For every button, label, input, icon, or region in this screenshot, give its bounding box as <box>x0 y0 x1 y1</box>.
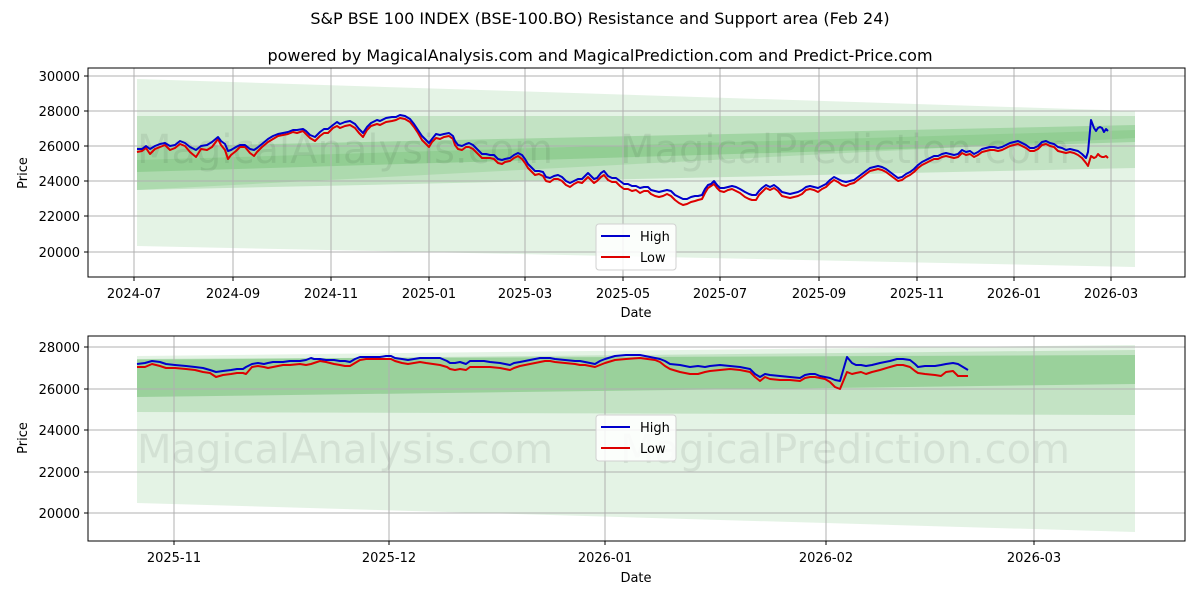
svg-text:2025-03: 2025-03 <box>498 287 552 302</box>
svg-text:2026-03: 2026-03 <box>1007 551 1061 566</box>
y-axis-bottom: 28000 26000 24000 22000 20000 <box>39 341 88 522</box>
x-axis-bottom: 2025-11 2025-12 2026-01 2026-02 2026-03 <box>147 541 1061 566</box>
watermark-magicalprediction-bottom: MagicalPrediction.com <box>620 427 1070 473</box>
svg-text:2025-07: 2025-07 <box>693 287 747 302</box>
legend-high-label: High <box>640 230 670 245</box>
high-line-bottom <box>136 354 969 382</box>
svg-text:22000: 22000 <box>39 210 80 225</box>
y-axis-label-bottom: Price <box>16 422 31 454</box>
low-line <box>136 117 1109 206</box>
legend-top: High Low <box>595 223 677 271</box>
y-axis-label-top: Price <box>16 157 31 189</box>
grid-bottom <box>88 336 1185 541</box>
watermark-magicalanalysis-bottom: MagicalAnalysis.com <box>137 427 553 473</box>
svg-text:2026-01: 2026-01 <box>578 551 632 566</box>
svg-text:20000: 20000 <box>39 246 80 261</box>
grid <box>88 68 1185 277</box>
legend-high-label-bottom: High <box>640 421 670 436</box>
plot-frame-top <box>87 67 1186 278</box>
legend-low-label: Low <box>640 251 666 266</box>
y-axis-top: 30000 28000 26000 24000 22000 20000 <box>39 70 88 261</box>
svg-text:2024-09: 2024-09 <box>206 287 260 302</box>
x-axis-label-bottom: Date <box>620 571 651 586</box>
band-outer <box>137 79 1135 267</box>
band-inner <box>137 125 1135 172</box>
svg-text:2025-01: 2025-01 <box>402 287 456 302</box>
band-core <box>137 130 1135 190</box>
svg-text:20000: 20000 <box>39 507 80 522</box>
legend-low-label-bottom: Low <box>640 442 666 457</box>
x-axis-top: 2024-07 2024-09 2024-11 2025-01 2025-03 … <box>107 277 1138 302</box>
svg-text:2026-02: 2026-02 <box>799 551 853 566</box>
svg-text:2025-12: 2025-12 <box>362 551 416 566</box>
svg-text:28000: 28000 <box>39 105 80 120</box>
svg-text:2026-01: 2026-01 <box>987 287 1041 302</box>
chart-title: S&P BSE 100 INDEX (BSE-100.BO) Resistanc… <box>310 9 890 28</box>
chart-subtitle: powered by MagicalAnalysis.com and Magic… <box>267 46 933 65</box>
svg-text:2025-11: 2025-11 <box>147 551 201 566</box>
x-axis-label-top: Date <box>620 306 651 321</box>
low-line-bottom <box>137 357 968 390</box>
svg-text:2026-03: 2026-03 <box>1084 287 1138 302</box>
svg-text:26000: 26000 <box>39 383 80 398</box>
svg-text:26000: 26000 <box>39 140 80 155</box>
plot-frame-bottom <box>87 335 1186 542</box>
svg-text:2025-09: 2025-09 <box>792 287 846 302</box>
svg-text:2025-05: 2025-05 <box>596 287 650 302</box>
band-inner-bottom <box>137 355 1135 397</box>
legend-bottom: High Low <box>595 414 677 462</box>
high-line <box>137 114 1109 200</box>
svg-text:30000: 30000 <box>39 70 80 85</box>
svg-text:24000: 24000 <box>39 424 80 439</box>
bottom-chart: MagicalAnalysis.com MagicalPrediction.co… <box>16 335 1186 586</box>
svg-text:28000: 28000 <box>39 341 80 356</box>
top-chart: MagicalAnalysis.com MagicalPrediction.co… <box>16 67 1186 321</box>
band-middle-bottom <box>137 350 1135 415</box>
svg-text:2024-07: 2024-07 <box>107 287 161 302</box>
svg-text:2024-11: 2024-11 <box>304 287 358 302</box>
svg-text:22000: 22000 <box>39 466 80 481</box>
svg-text:24000: 24000 <box>39 175 80 190</box>
svg-text:2025-11: 2025-11 <box>890 287 944 302</box>
